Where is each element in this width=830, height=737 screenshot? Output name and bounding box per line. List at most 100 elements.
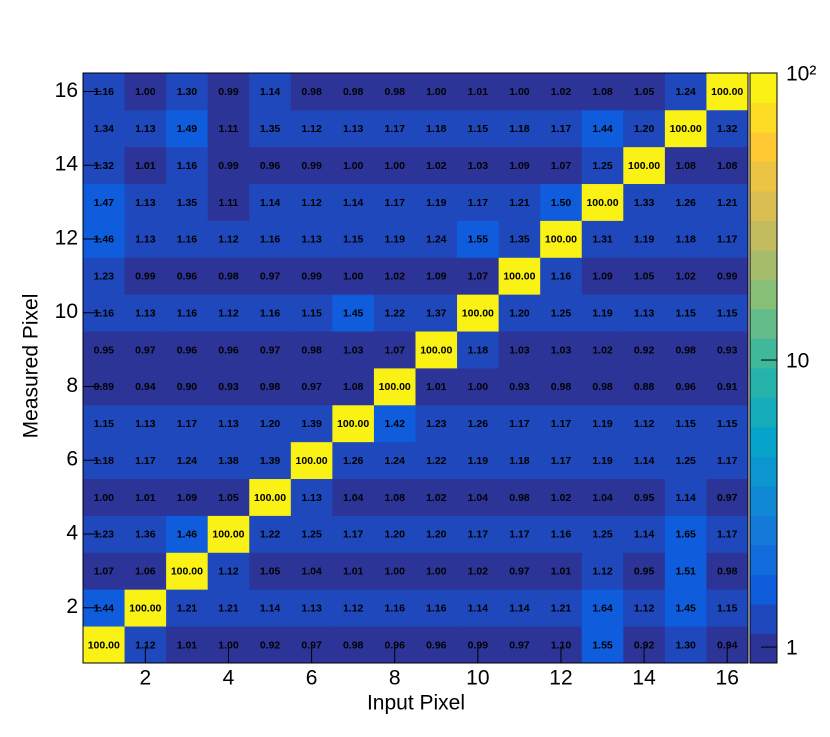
cell-label: 1.00 xyxy=(385,160,406,172)
cell-label: 100.00 xyxy=(628,160,660,172)
cell xyxy=(332,368,375,406)
cell-label: 1.02 xyxy=(426,160,447,172)
cell-label: 1.17 xyxy=(343,529,364,541)
cell xyxy=(207,73,250,111)
cell-label: 1.04 xyxy=(592,492,613,504)
cell-label: 1.25 xyxy=(592,160,613,172)
cell-label: 0.95 xyxy=(94,344,115,356)
cell xyxy=(166,294,209,332)
cell-label: 0.97 xyxy=(717,492,738,504)
cell xyxy=(457,478,500,516)
cell xyxy=(415,404,458,443)
cell xyxy=(706,589,749,627)
cell-label: 1.16 xyxy=(177,234,198,246)
cell-label: 1.05 xyxy=(634,271,655,283)
cell xyxy=(581,441,624,480)
cell xyxy=(664,331,707,369)
colorbar-band xyxy=(750,132,777,162)
cell xyxy=(124,368,167,406)
x-tick-label: 4 xyxy=(223,667,235,690)
cell-label: 0.98 xyxy=(675,344,696,356)
cell-label: 0.95 xyxy=(634,566,655,578)
cell-label: 0.89 xyxy=(94,381,115,393)
cell-label: 1.19 xyxy=(592,307,613,319)
cell-label: 1.13 xyxy=(135,307,156,319)
cell-label: 1.09 xyxy=(426,271,447,283)
cell-label: 1.15 xyxy=(468,123,489,135)
cell-label: 1.16 xyxy=(94,86,115,98)
y-tick-label: 6 xyxy=(66,448,78,471)
cell-label: 0.94 xyxy=(135,381,156,393)
cell xyxy=(706,515,749,553)
cell-label: 100.00 xyxy=(129,602,161,614)
cell-label: 1.47 xyxy=(94,197,115,209)
cell-label: 1.12 xyxy=(634,418,655,430)
cell xyxy=(373,515,416,553)
cell xyxy=(581,331,624,369)
colorbar-band xyxy=(750,427,777,457)
cell-label: 1.12 xyxy=(218,307,239,319)
cell xyxy=(249,220,292,258)
cell-label: 0.96 xyxy=(385,639,406,651)
cell xyxy=(83,331,125,369)
cell-label: 0.99 xyxy=(218,160,239,172)
colorbar-band xyxy=(750,397,777,428)
cell-label: 1.20 xyxy=(426,529,447,541)
cell xyxy=(373,552,416,590)
cell-label: 0.91 xyxy=(717,381,738,393)
cell xyxy=(83,183,125,221)
cell-label: 1.17 xyxy=(509,418,530,430)
cell-label: 1.01 xyxy=(343,566,364,578)
cell xyxy=(124,404,167,443)
cell xyxy=(623,294,666,332)
cell-label: 0.94 xyxy=(717,639,738,651)
y-tick-label: 8 xyxy=(66,374,78,397)
colorbar-band xyxy=(750,368,777,398)
cell xyxy=(207,368,250,406)
cell-label: 1.12 xyxy=(218,234,239,246)
cell xyxy=(706,441,749,480)
cell xyxy=(207,257,250,295)
cell xyxy=(290,478,333,516)
cell-label: 1.00 xyxy=(426,566,447,578)
cell-label: 0.96 xyxy=(675,381,696,393)
cell xyxy=(249,478,292,516)
cell xyxy=(373,220,416,258)
cell-label: 1.14 xyxy=(468,602,489,614)
cell xyxy=(623,478,666,516)
cell-label: 1.18 xyxy=(468,344,489,356)
cell-label: 1.02 xyxy=(385,271,406,283)
cell-label: 1.00 xyxy=(468,381,489,393)
plot-frame xyxy=(82,72,749,664)
cell-label: 0.90 xyxy=(177,381,198,393)
cell xyxy=(540,441,583,480)
cell xyxy=(290,552,333,590)
x-tick-label: 10 xyxy=(466,667,489,690)
cell xyxy=(581,73,624,111)
cell-label: 1.44 xyxy=(592,123,613,135)
cell xyxy=(415,441,458,480)
cell-label: 1.24 xyxy=(385,455,406,467)
cell xyxy=(581,589,624,627)
cell-label: 1.03 xyxy=(343,344,364,356)
cell-label: 1.01 xyxy=(135,492,156,504)
cell xyxy=(706,183,749,221)
z-tick-label: 1 xyxy=(786,637,798,660)
cell-label: 0.97 xyxy=(260,344,281,356)
colorbar-band xyxy=(750,456,777,487)
cell-label: 1.16 xyxy=(177,307,198,319)
cell xyxy=(457,257,500,295)
cell xyxy=(207,478,250,516)
cell xyxy=(706,146,749,185)
cell-label: 1.15 xyxy=(343,234,364,246)
cell xyxy=(83,109,125,148)
cell xyxy=(166,626,209,664)
cell-label: 0.88 xyxy=(634,381,655,393)
cell-label: 1.07 xyxy=(385,344,406,356)
x-tick-label: 12 xyxy=(549,667,572,690)
cell xyxy=(249,109,292,148)
cell-label: 1.00 xyxy=(385,566,406,578)
cell xyxy=(415,626,458,664)
cell-label: 1.21 xyxy=(551,602,572,614)
cell-label: 100.00 xyxy=(212,529,244,541)
